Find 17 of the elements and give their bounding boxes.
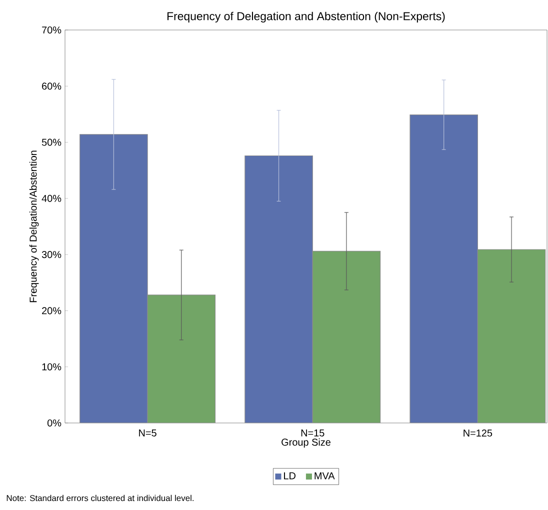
x-tick-label: N=5: [139, 430, 156, 436]
y-tick-label: 10%: [42, 363, 62, 370]
text: Note: Standard errors clustered at individual level.: [6, 494, 194, 502]
y-tick-label: 60%: [42, 82, 62, 90]
chart-title: Frequency of Delegation and Abstention (Non-Experts): [167, 12, 445, 22]
y-tick-label: 40%: [42, 194, 62, 202]
y-tick-label: 50%: [42, 138, 62, 146]
y-tick-label: 30%: [42, 251, 62, 258]
x-axis-title: Group Size: [282, 438, 330, 448]
legend-label: LD: [284, 472, 296, 480]
y-tick-label: 70%: [42, 26, 62, 34]
y-tick-label: 0%: [47, 419, 62, 427]
x-tick-label: N=125: [464, 430, 492, 437]
legend-label: MVA: [314, 472, 335, 480]
x-tick-label: N=15: [301, 430, 324, 436]
y-axis-title: Frequency of Delgation/Abstention: [29, 150, 39, 302]
y-tick-label: 20%: [42, 307, 62, 314]
